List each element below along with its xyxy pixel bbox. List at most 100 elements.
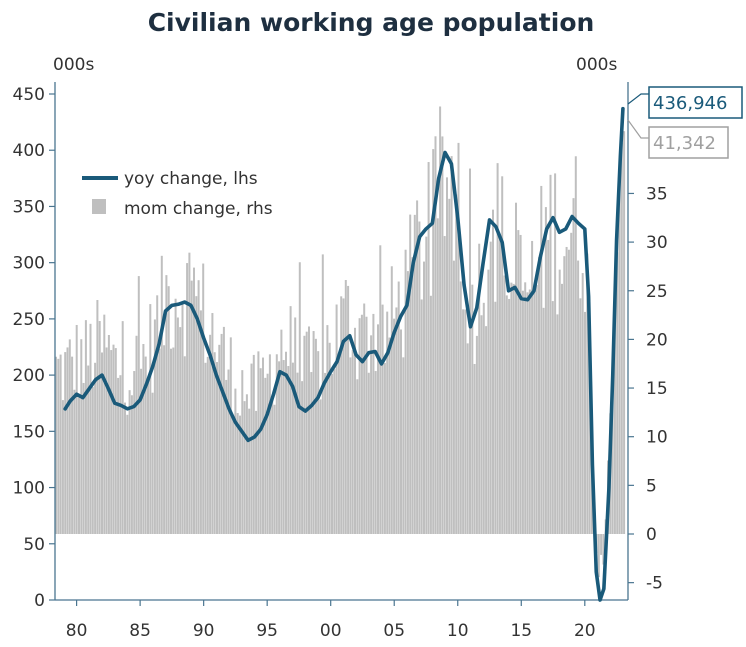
- callout-mom-leader: [627, 119, 649, 139]
- bar-mom-50: [170, 348, 172, 534]
- left-tick-label: 400: [13, 141, 45, 161]
- bar-mom-60: [193, 267, 195, 534]
- bar-mom-88: [257, 351, 260, 534]
- left-tick-label: 100: [13, 479, 45, 499]
- bar-mom-72: [220, 333, 223, 534]
- legend: yoy change, lhs mom change, rhs: [82, 169, 273, 219]
- x-tick-label: 00: [320, 621, 342, 641]
- bar-mom-207: [531, 240, 534, 534]
- bar-mom-231: [586, 253, 589, 534]
- bar-mom-167: [439, 106, 442, 535]
- bar-mom-181: [471, 284, 474, 534]
- bar-mom-130: [354, 327, 356, 534]
- bar-mom-74: [225, 379, 228, 534]
- bar-mom-65: [204, 362, 207, 534]
- bar-mom-225: [572, 198, 575, 534]
- bar-mom-44: [156, 295, 159, 534]
- bar-mom-39: [144, 356, 147, 534]
- bar-mom-53: [176, 317, 179, 534]
- bar-mom-100: [285, 351, 287, 534]
- bar-mom-66: [206, 356, 209, 534]
- bar-mom-164: [432, 149, 435, 534]
- bar-mom-48: [165, 275, 168, 534]
- bar-mom-58: [188, 252, 191, 534]
- bar-mom-153: [406, 271, 409, 534]
- bar-mom-46: [160, 255, 163, 534]
- bar-mom-81: [241, 370, 244, 534]
- bar-mom-24: [110, 350, 113, 534]
- bar-mom-3: [61, 400, 64, 534]
- left-tick-label: 450: [13, 85, 45, 105]
- bar-mom-2: [59, 354, 62, 534]
- bar-mom-86: [252, 354, 255, 534]
- bar-mom-222: [565, 246, 568, 534]
- bar-mom-68: [211, 313, 214, 534]
- bar-mom-92: [266, 373, 269, 534]
- bar-mom-149: [397, 281, 400, 534]
- bar-mom-47: [163, 345, 166, 534]
- bar-mom-191: [494, 301, 497, 534]
- bar-mom-5: [66, 347, 69, 534]
- x-tick-label: 10: [447, 621, 469, 641]
- left-tick-label: 50: [23, 535, 45, 555]
- bar-mom-136: [367, 372, 370, 534]
- right-tick-label: 15: [646, 379, 668, 399]
- bar-mom-32: [128, 390, 131, 534]
- bar-mom-195: [503, 275, 506, 534]
- bar-mom-67: [209, 334, 212, 534]
- bar-mom-152: [404, 249, 407, 534]
- callout-mom-box: [648, 126, 729, 159]
- bar-mom-97: [278, 361, 281, 534]
- bar-mom-226: [574, 156, 577, 534]
- bar-mom-93: [268, 354, 271, 534]
- bar-mom-80: [239, 415, 241, 534]
- bar-mom-223: [567, 249, 570, 534]
- bar-mom-202: [519, 234, 522, 534]
- bar-mom-98: [280, 329, 283, 534]
- bar-mom-166: [436, 218, 439, 534]
- bar-mom-243: [613, 313, 616, 534]
- bar-mom-59: [190, 280, 193, 534]
- bar-mom-127: [347, 285, 350, 534]
- bar-mom-182: [473, 363, 476, 534]
- bar-mom-110: [308, 326, 310, 534]
- bar-mom-120: [331, 373, 333, 534]
- bar-mom-179: [466, 343, 469, 534]
- bar-mom-40: [147, 381, 149, 534]
- bar-mom-146: [390, 266, 393, 534]
- bar-mom-16: [91, 386, 94, 534]
- bar-mom-95: [273, 404, 276, 534]
- bar-mom-144: [386, 311, 389, 534]
- bar-mom-156: [413, 214, 416, 534]
- bar-mom-82: [243, 401, 246, 534]
- bar-mom-36: [137, 276, 140, 534]
- bar-mom-194: [501, 176, 504, 535]
- bar-mom-85: [250, 363, 253, 534]
- x-tick-label: 95: [256, 621, 278, 641]
- bar-mom-145: [388, 337, 391, 534]
- bar-mom-91: [264, 377, 267, 534]
- bar-mom-214: [547, 239, 550, 534]
- bar-mom-116: [321, 254, 324, 534]
- bar-mom-131: [356, 379, 359, 534]
- right-tick-label: 20: [646, 330, 668, 350]
- right-tick-label: -5: [646, 574, 663, 594]
- left-tick-label: 0: [34, 591, 45, 611]
- bar-mom-219: [558, 269, 561, 534]
- bar-mom-124: [340, 296, 343, 534]
- bar-mom-159: [420, 299, 423, 534]
- bar-mom-69: [213, 352, 216, 534]
- bar-mom-11: [80, 339, 83, 534]
- bar-mom-25: [112, 344, 115, 534]
- bar-mom-197: [508, 298, 511, 534]
- bar-mom-84: [248, 408, 251, 534]
- bar-mom-57: [186, 263, 189, 534]
- bar-mom-79: [236, 413, 239, 534]
- right-tick-label: 25: [646, 282, 668, 302]
- bar-mom-126: [344, 280, 347, 534]
- bar-mom-189: [489, 241, 492, 534]
- bar-mom-109: [305, 331, 308, 534]
- bar-mom-17: [94, 362, 97, 534]
- bar-mom-135: [365, 316, 368, 534]
- bar-mom-150: [400, 329, 402, 534]
